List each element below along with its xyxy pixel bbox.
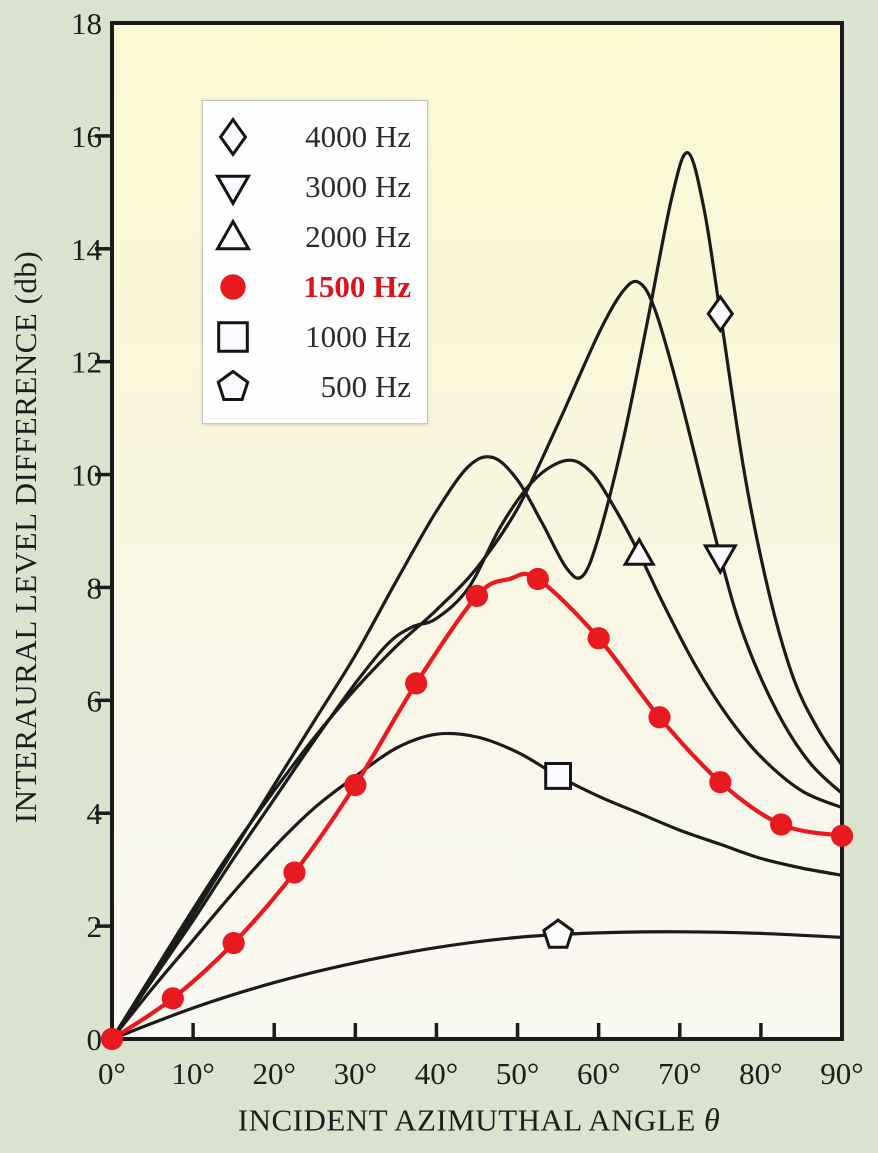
legend: 4000 Hz 3000 Hz 2000 Hz 1500 Hz 1000 Hz 500 H… xyxy=(202,100,428,424)
pentagon-legend-glyph xyxy=(216,369,250,401)
triangle-up-marker-icon-2000hz xyxy=(622,536,656,566)
legend-item-3000hz: 3000 Hz xyxy=(213,162,411,212)
y-axis: 0 2 4 6 8 10 12 14 16 18 xyxy=(71,6,110,1057)
y-tick-label: 14 xyxy=(71,232,103,267)
triangle-down-marker-icon-3000hz xyxy=(702,544,738,576)
x-tick-label: 80° xyxy=(739,1056,782,1091)
legend-item-1000hz: 1000 Hz xyxy=(213,312,411,362)
curves xyxy=(112,151,842,1039)
x-tick-label: 20° xyxy=(253,1056,296,1091)
square-legend-icon xyxy=(217,321,249,353)
diamond-marker-icon-4000hz xyxy=(706,294,735,334)
legend-item-1500hz: 1500 Hz xyxy=(213,262,411,312)
circle-filled-marker-icon-1500hz xyxy=(100,1027,124,1051)
y-tick-label: 10 xyxy=(71,458,102,493)
circle-filled-legend-glyph xyxy=(220,274,246,300)
legend-item-500hz: 500 Hz xyxy=(213,362,411,412)
circle-filled-marker-icon-1500hz xyxy=(222,931,245,955)
x-tick-label: 10° xyxy=(171,1056,214,1091)
y-tick-label: 4 xyxy=(87,796,103,831)
triangle-up-legend-icon xyxy=(214,218,252,251)
x-tick-label: 0° xyxy=(98,1056,126,1091)
series-curve-500hz xyxy=(112,930,842,1039)
series-curve-4000hz xyxy=(112,151,842,1039)
circle-filled-legend-icon xyxy=(220,274,246,300)
circle-filled-marker-icon-1500hz xyxy=(283,861,306,884)
circle-filled-marker-icon-1500hz xyxy=(830,824,854,847)
x-axis-title: INCIDENT AZIMUTHAL ANGLE θ xyxy=(238,1102,720,1139)
circle-filled-marker-icon-1500hz xyxy=(161,987,184,1010)
series-markers xyxy=(100,294,854,1051)
x-axis: 0° 10° 20° 30° 40° 50° 60° 70° 80° 90° xyxy=(98,1023,864,1091)
series-curve-2000hz xyxy=(112,458,842,1039)
x-tick-label: 90° xyxy=(820,1056,863,1091)
y-tick-label: 2 xyxy=(87,909,103,944)
y-axis-title: INTERAURAL LEVEL DIFFERENCE (db) xyxy=(8,251,44,824)
square-marker-icon-1000hz xyxy=(544,762,572,790)
y-tick-label: 6 xyxy=(87,683,103,718)
y-tick-label: 8 xyxy=(87,570,103,605)
diamond-legend-glyph xyxy=(218,117,248,157)
circle-filled-marker-icon-1500hz xyxy=(709,771,732,794)
theta-symbol: θ xyxy=(704,1101,721,1138)
circle-filled-marker-icon-1500hz xyxy=(405,672,428,695)
circle-filled-marker-icon-1500hz xyxy=(526,567,549,591)
x-axis-title-text: INCIDENT AZIMUTHAL ANGLE xyxy=(237,1102,696,1138)
legend-label-2000hz: 2000 Hz xyxy=(305,219,411,254)
circle-filled-marker-icon-1500hz xyxy=(770,813,793,836)
legend-item-2000hz: 2000 Hz xyxy=(213,212,411,262)
x-tick-label: 50° xyxy=(496,1056,539,1091)
circle-filled-marker-icon-1500hz xyxy=(465,584,489,608)
y-tick-label: 12 xyxy=(71,345,102,380)
legend-label-1000hz: 1000 Hz xyxy=(305,319,411,354)
y-tick-label: 0 xyxy=(87,1022,103,1057)
legend-label-500hz: 500 Hz xyxy=(320,369,411,404)
pentagon-legend-icon xyxy=(216,369,250,401)
circle-filled-marker-icon-1500hz xyxy=(587,627,610,650)
circle-filled-marker-icon-1500hz xyxy=(344,773,367,797)
legend-label-3000hz: 3000 Hz xyxy=(305,169,411,204)
x-tick-label: 30° xyxy=(334,1056,377,1091)
x-tick-label: 60° xyxy=(577,1056,620,1091)
legend-item-4000hz: 4000 Hz xyxy=(213,112,411,162)
pentagon-marker-icon-500hz xyxy=(542,918,575,949)
series-curve-1000hz xyxy=(112,731,842,1039)
x-tick-label: 70° xyxy=(658,1056,701,1091)
diamond-legend-icon xyxy=(218,117,248,157)
legend-label-4000hz: 4000 Hz xyxy=(305,119,411,154)
triangle-down-legend-glyph xyxy=(214,174,252,207)
y-axis-title-text: INTERAURAL LEVEL DIFFERENCE (db) xyxy=(8,250,43,824)
triangle-down-legend-icon xyxy=(214,174,252,207)
y-tick-label: 18 xyxy=(71,6,102,41)
y-tick-label: 16 xyxy=(71,119,102,154)
legend-label-1500hz: 1500 Hz xyxy=(303,269,411,304)
square-legend-glyph xyxy=(217,321,249,353)
x-tick-label: 40° xyxy=(415,1056,458,1091)
triangle-up-legend-glyph xyxy=(214,218,252,251)
circle-filled-marker-icon-1500hz xyxy=(648,706,671,729)
